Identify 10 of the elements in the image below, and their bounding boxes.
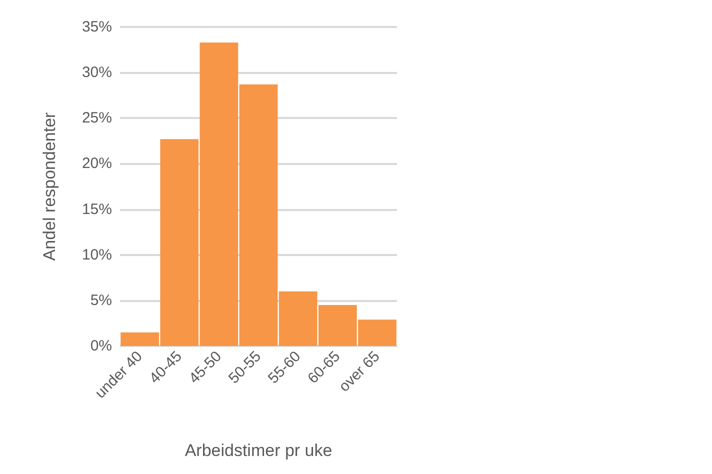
y-tick-label: 30%	[82, 64, 112, 82]
y-tick-label: 35%	[82, 18, 112, 36]
y-tick-label: 10%	[82, 246, 112, 264]
y-axis-title: Andel respondenter	[40, 112, 59, 261]
x-axis-title: Arbeidstimer pr uke	[184, 441, 332, 460]
y-tick-label: 15%	[82, 200, 112, 218]
y-tick-label: 20%	[82, 155, 112, 172]
y-tick-label: 25%	[82, 110, 112, 127]
y-tick-label: 0%	[90, 338, 112, 354]
y-tick-label: 5%	[90, 292, 112, 309]
